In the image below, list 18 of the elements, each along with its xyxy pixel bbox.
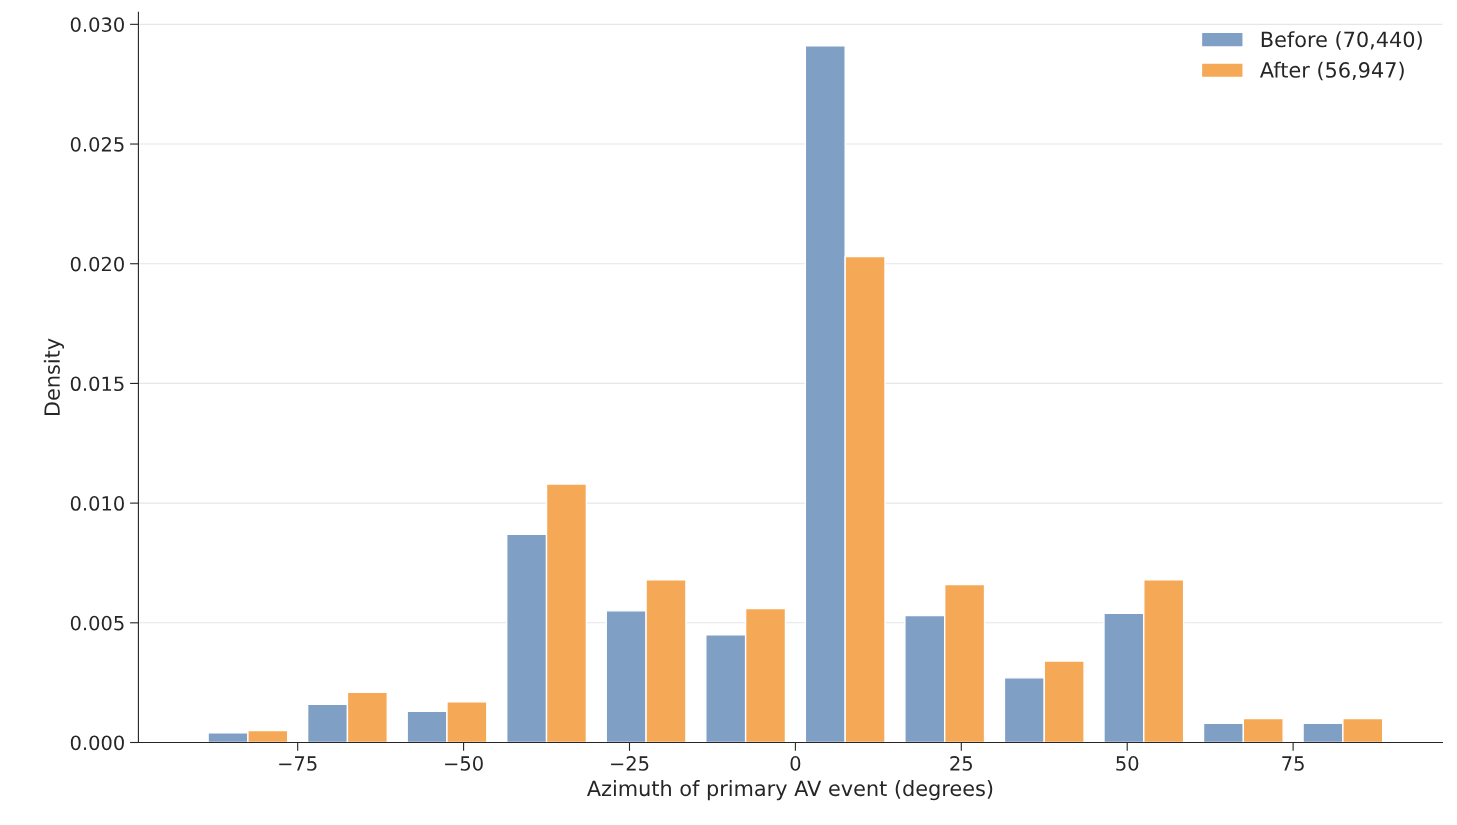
legend-label: Before (70,440)	[1261, 31, 1422, 50]
x-tick-label: −25	[611, 756, 649, 771]
y-tick-label: 0.015	[70, 376, 124, 392]
y-tick-label: 0.020	[70, 256, 124, 272]
y-tick-label: 0.030	[70, 17, 124, 33]
x-axis-title: Azimuth of primary AV event (degrees)	[586, 780, 993, 801]
legend-label: After (56,947)	[1259, 61, 1404, 81]
x-tick-label: 0	[790, 756, 801, 771]
x-tick-label: −75	[279, 756, 317, 771]
y-tick-label: 0.025	[70, 136, 124, 152]
y-tick-label: 0.005	[70, 615, 124, 631]
x-tick-label: 50	[1116, 756, 1139, 771]
x-tick-label: 25	[950, 756, 972, 771]
x-tick-label: 75	[1282, 756, 1304, 771]
y-tick-label: 0.010	[70, 496, 124, 511]
x-tick-label: −50	[445, 756, 483, 771]
y-tick-label: 0.000	[70, 735, 124, 751]
y-axis-title: Density	[43, 338, 64, 415]
